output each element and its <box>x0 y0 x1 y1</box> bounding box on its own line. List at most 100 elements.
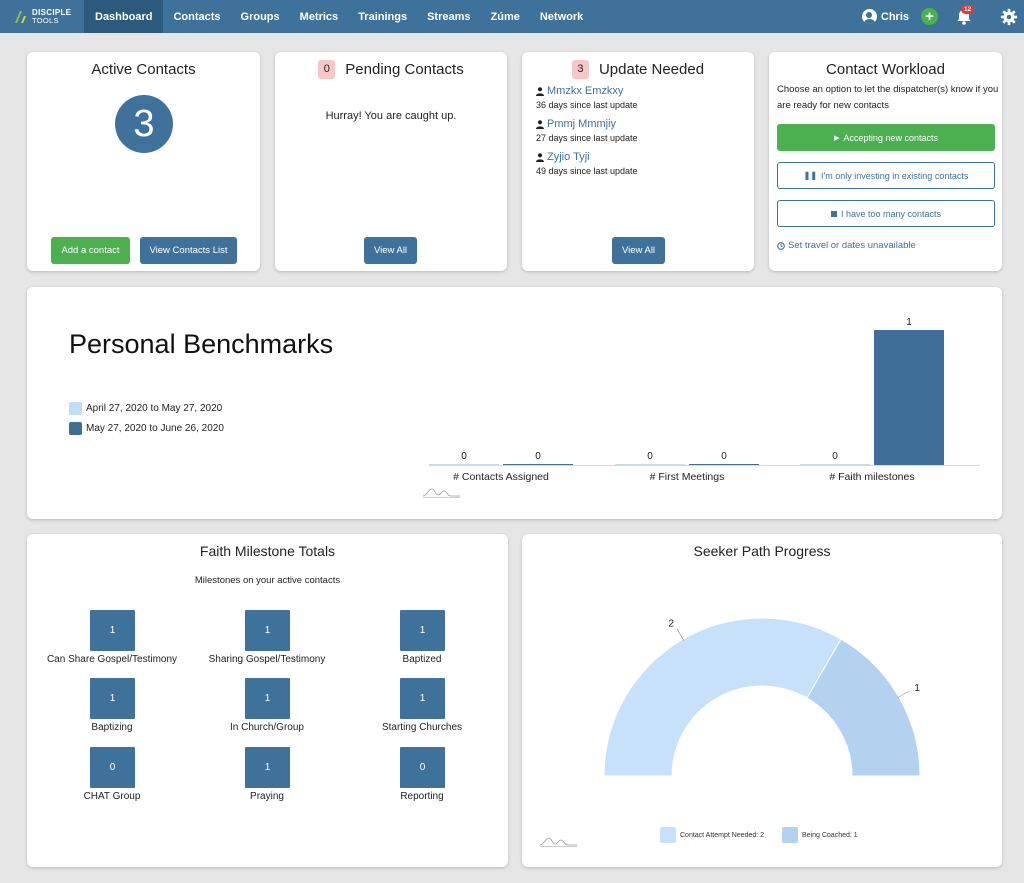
milestone-label: CHAT Group <box>83 791 141 802</box>
update-needed-title: Update Needed <box>598 61 705 78</box>
workload-description: Choose an option to let the dispatcher(s… <box>777 84 999 111</box>
person-icon <box>536 119 544 129</box>
faith-milestones-card: Faith Milestone Totals Milestones on you… <box>27 534 508 867</box>
pending-count-badge: 0 <box>318 60 336 79</box>
notification-count-badge: 12 <box>961 4 975 14</box>
logo-line-2: TOOLS <box>32 15 59 25</box>
bar <box>615 464 685 465</box>
list-item: Mmzkx Emzkxy 36 days since last update <box>536 85 638 110</box>
milestone-count-tile: 1 <box>400 678 445 719</box>
disciple-tools-logo[interactable]: DISCIPLE TOOLS <box>0 0 84 33</box>
set-travel-dates-link[interactable]: Set travel or dates unavailable <box>777 240 916 251</box>
top-navigation-bar: DISCIPLE TOOLS Dashboard Contacts Groups… <box>0 0 1024 33</box>
nav-streams[interactable]: Streams <box>427 10 471 23</box>
play-icon: ▶ <box>834 134 840 142</box>
person-icon <box>536 152 544 162</box>
legend-swatch <box>69 422 82 435</box>
bar-value-label: 0 <box>535 451 541 462</box>
contact-workload-card: Contact Workload Choose an option to let… <box>769 52 1002 271</box>
bar-value-label: 0 <box>461 451 467 462</box>
category-label: # Contacts Assigned <box>453 471 549 483</box>
bar-value-label: 0 <box>647 451 653 462</box>
stop-icon <box>830 210 837 217</box>
too-many-contacts-button[interactable]: I have too many contacts <box>777 200 995 227</box>
nav-groups[interactable]: Groups <box>240 10 280 23</box>
last-update-text: 36 days since last update <box>536 100 638 110</box>
contact-workload-title: Contact Workload <box>826 61 945 78</box>
user-menu[interactable]: Chris <box>861 9 909 24</box>
nav-trainings[interactable]: Trainings <box>358 10 408 23</box>
nav-network[interactable]: Network <box>539 10 584 23</box>
legend-item-previous: April 27, 2020 to May 27, 2020 <box>69 402 222 415</box>
nav-zume[interactable]: Zúme <box>490 10 520 23</box>
bar <box>429 464 499 465</box>
milestone-count-tile: 1 <box>400 610 445 651</box>
gear-icon[interactable] <box>1000 8 1018 26</box>
pending-contacts-card: 0 Pending Contacts Hurray! You are caught… <box>275 52 507 271</box>
milestone-label: Baptizing <box>91 722 133 733</box>
bar <box>689 464 759 465</box>
nav-contacts[interactable]: Contacts <box>173 10 221 23</box>
legend-swatch <box>660 827 676 843</box>
active-contacts-count: 3 <box>115 95 173 153</box>
update-needed-view-all-button[interactable]: View All <box>612 237 665 264</box>
slice-leader-line <box>676 628 685 642</box>
chart-logo-icon <box>422 488 460 498</box>
slice-value-label: 2 <box>668 619 674 630</box>
benchmarks-bar-chart: 0 0 # Contacts Assigned 0 0 # First Meetings 0… <box>429 317 980 483</box>
milestone-count-tile: 0 <box>400 747 445 788</box>
last-update-text: 27 days since last update <box>536 133 638 143</box>
accepting-new-contacts-button[interactable]: ▶ Accepting new contacts <box>777 124 995 151</box>
list-item: Zyjio Tyji 49 days since last update <box>536 151 638 176</box>
seeker-path-donut-chart: 21 <box>603 617 921 777</box>
personal-benchmarks-card: Personal Benchmarks April 27, 2020 to Ma… <box>27 287 1002 519</box>
active-contacts-title: Active Contacts <box>91 61 196 78</box>
pause-icon: ❚❚ <box>803 171 818 180</box>
donut-slice <box>806 638 921 777</box>
milestone-count-tile: 1 <box>90 678 135 719</box>
bar <box>800 464 870 465</box>
donut-slice <box>603 617 842 777</box>
chart-logo-icon <box>539 837 577 847</box>
milestone-label: Reporting <box>400 791 444 802</box>
milestone-label: Baptized <box>402 654 442 665</box>
bar <box>874 330 944 465</box>
nav-dashboard[interactable]: Dashboard <box>84 0 164 33</box>
update-needed-card: 3 Update Needed Mmzkx Emzkxy 36 days sinc… <box>522 52 754 271</box>
legend-swatch <box>782 827 798 843</box>
milestone-label: Praying <box>250 791 284 802</box>
bar-value-label: 0 <box>832 451 838 462</box>
notifications-button[interactable]: 12 <box>954 4 975 27</box>
milestone-count-tile: 0 <box>90 747 135 788</box>
add-new-button[interactable]: + <box>921 8 938 25</box>
contact-link[interactable]: Zyjio Tyji <box>547 151 590 163</box>
slice-leader-line <box>896 690 910 699</box>
legend-item-current: May 27, 2020 to June 26, 2020 <box>69 422 224 435</box>
faith-milestones-title: Faith Milestone Totals <box>199 543 336 559</box>
existing-contacts-only-button[interactable]: ❚❚ I'm only investing in existing contac… <box>777 162 995 189</box>
nav-metrics[interactable]: Metrics <box>299 10 339 23</box>
faith-milestones-subtitle: Milestones on your active contacts <box>194 575 341 586</box>
milestone-label: Can Share Gospel/Testimony <box>46 654 178 665</box>
last-update-text: 49 days since last update <box>536 166 638 176</box>
view-contacts-list-button[interactable]: View Contacts List <box>140 237 237 264</box>
user-icon <box>861 9 877 24</box>
pending-contacts-title: Pending Contacts <box>345 61 464 78</box>
contact-link[interactable]: Pmmj Mmmjiy <box>547 118 617 130</box>
add-contact-button[interactable]: Add a contact <box>51 237 130 264</box>
person-icon <box>536 86 544 96</box>
bar-value-label: 1 <box>906 317 912 328</box>
user-name: Chris <box>880 10 909 23</box>
active-contacts-card: Active Contacts 3 Add a contact View Con… <box>27 52 260 271</box>
category-label: # First Meetings <box>650 471 725 483</box>
contact-link[interactable]: Mmzkx Emzkxy <box>547 85 624 97</box>
plus-icon: + <box>925 8 934 25</box>
slice-value-label: 1 <box>914 683 920 694</box>
pending-view-all-button[interactable]: View All <box>364 237 417 264</box>
update-needed-count-badge: 3 <box>571 60 589 79</box>
update-needed-list: Mmzkx Emzkxy 36 days since last update P… <box>536 85 638 184</box>
milestone-label: Sharing Gospel/Testimony <box>208 654 326 665</box>
logo-mark-icon <box>15 10 26 23</box>
milestone-count-tile: 1 <box>90 610 135 651</box>
milestone-count-tile: 1 <box>245 610 290 651</box>
